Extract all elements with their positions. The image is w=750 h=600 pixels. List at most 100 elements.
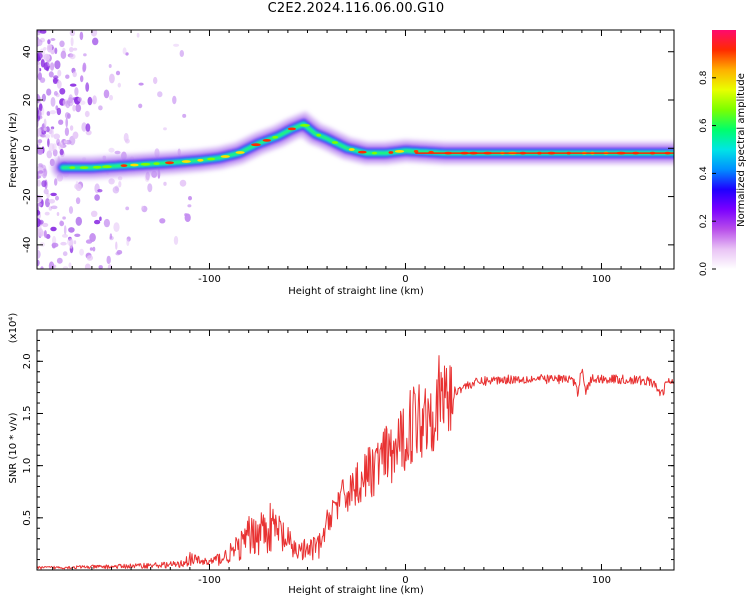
spectrogram-noise-blob: [173, 235, 179, 245]
spectrogram-noise-blob: [87, 96, 93, 106]
spectrogram-noise-blob: [118, 181, 122, 188]
spectrogram-noise-blob: [188, 196, 192, 201]
spectrogram-noise-blob: [112, 186, 120, 194]
spectrogram-noise-blob: [60, 50, 67, 59]
spectrogram-noise-blob: [90, 30, 98, 37]
spectrogram-panel: -100 0 100 -40 -20 0 20 40 Height of straight l…: [8, 29, 675, 297]
spectrogram-noise-blob: [69, 239, 74, 249]
spectrogram-noise-blob: [46, 43, 53, 53]
spectrogram-noise-blob: [138, 103, 143, 109]
spectrogram-noise-blob: [109, 94, 113, 101]
snr-series-line: [37, 355, 674, 570]
spectrogram-noise-blob: [79, 31, 84, 41]
spectrogram-noise-blob: [37, 147, 44, 155]
spectrogram-noise-blob: [136, 32, 140, 38]
colorbar-tick-label: 0.6: [699, 118, 709, 133]
spectrogram-noise-blob: [74, 87, 79, 96]
spectrogram-hotspot: [388, 151, 394, 154]
spectrogram-noise-blob: [92, 246, 96, 252]
spectrogram-noise-blob: [115, 185, 119, 192]
spectrogram-noise-blob: [92, 99, 96, 105]
spectrogram-noise-blob: [75, 216, 83, 226]
colorbar: 0.0 0.2 0.4 0.6 0.8 Normalized spectral ampl…: [699, 30, 747, 276]
spectrogram-noise-blob: [74, 233, 81, 237]
spectrogram-noise-blob: [94, 219, 101, 225]
snr-x-tick-label: 0: [402, 575, 408, 586]
spectrogram-noise-blob: [37, 209, 41, 216]
spectrogram-noise-blob: [89, 247, 93, 251]
spectrogram-noise-blob: [98, 105, 103, 111]
spectrogram-noise-blob: [126, 238, 130, 246]
spectrogram-noise-blob: [56, 212, 60, 216]
snr-y-label: SNR (10 * v/v): [8, 412, 19, 483]
spectrogram-noise-blob: [44, 211, 50, 216]
spectrogram-noise-blob: [37, 52, 43, 59]
spectrogram-noise-blob: [68, 227, 75, 233]
colorbar-tick-label: 0.8: [699, 70, 709, 85]
spectrogram-noise-blob: [85, 110, 90, 118]
spectrogram-x-tick-label: 0: [402, 274, 408, 285]
spectrogram-noise-blob: [51, 242, 59, 248]
spectrogram-hotspot: [272, 135, 279, 139]
spectrogram-noise-blob: [50, 226, 57, 232]
spectrogram-noise-blob: [157, 91, 163, 98]
spectrogram-noise-blob: [38, 219, 44, 225]
spectrogram-hotspots: [69, 124, 674, 170]
spectrogram-hotspot: [394, 150, 405, 153]
spectrogram-noise-blob: [138, 82, 144, 86]
spectrogram-noise-blob: [179, 50, 184, 57]
spectrogram-noise-blob: [63, 140, 68, 144]
spectrogram-noise-blob: [73, 240, 77, 245]
spectrogram-x-tick-label: 100: [592, 274, 611, 285]
spectrogram-noise-blob: [42, 222, 49, 228]
spectrogram-noise-blob: [40, 266, 44, 269]
snr-x-label: Height of straight line (km): [288, 585, 424, 596]
spectrogram-hotspot: [371, 151, 378, 155]
spectrogram-noise-blob: [52, 78, 58, 84]
spectrogram-noise-blob: [69, 47, 74, 53]
spectrogram-hotspot: [69, 166, 76, 170]
spectrogram-noise-blob: [173, 43, 180, 47]
spectrogram-noise-blob: [82, 64, 86, 73]
spectrogram-noise-blob: [48, 143, 55, 152]
snr-y-tick-label: 1.0: [22, 458, 33, 474]
spectrogram-noise-blob: [59, 40, 65, 48]
spectrogram-noise-blob: [59, 220, 65, 227]
spectrogram-noise-blob: [47, 59, 51, 67]
spectrogram-noise-blob: [50, 62, 55, 71]
spectrogram-noise-blob: [79, 100, 86, 105]
spectrogram-noise-blob: [37, 128, 41, 137]
spectrogram-noise-blob: [98, 265, 103, 269]
spectrogram-noise-blob: [60, 241, 67, 246]
spectrogram-noise-blob: [65, 74, 70, 79]
spectrogram-x-tick-label: -100: [198, 274, 221, 285]
spectrogram-noise-blob: [72, 71, 77, 78]
spectrogram-noise-blob: [48, 199, 56, 204]
spectrogram-noise-blob: [38, 170, 44, 174]
spectrogram-noise-blob: [43, 230, 47, 238]
snr-frame: [36, 329, 675, 571]
spectrogram-noise-blob: [37, 93, 41, 104]
spectrogram-noise-blob: [72, 104, 76, 112]
spectrogram-noise-blob: [64, 112, 70, 119]
spectrogram-hotspot: [181, 160, 191, 163]
spectrogram-noise-blob: [125, 138, 130, 144]
spectrogram-noise-blob: [163, 181, 167, 186]
spectrogram-noise-blob: [184, 213, 191, 222]
spectrogram-noise-blob: [43, 118, 47, 128]
spectrogram-hotspot: [207, 157, 216, 161]
spectrogram-noise-blob: [80, 75, 84, 83]
spectrogram-noise-blob: [99, 216, 102, 222]
spectrogram-noise-blob: [62, 216, 66, 220]
spectrogram-noise-blob: [92, 37, 99, 46]
spectrogram-noise-blob: [153, 76, 158, 85]
spectrogram-noise-blob: [117, 82, 122, 88]
colorbar-tick-label: 0.2: [699, 214, 709, 228]
spectrogram-noise-blob: [39, 30, 47, 34]
spectrogram-noise-blob: [85, 123, 91, 132]
spectrogram-noise-blob: [62, 234, 68, 238]
spectrogram-noise-blob: [65, 100, 71, 109]
snr-x-tick-label: -100: [198, 575, 221, 586]
spectrogram-noise-blob: [59, 88, 66, 95]
spectrogram-noise-blob: [85, 239, 93, 244]
